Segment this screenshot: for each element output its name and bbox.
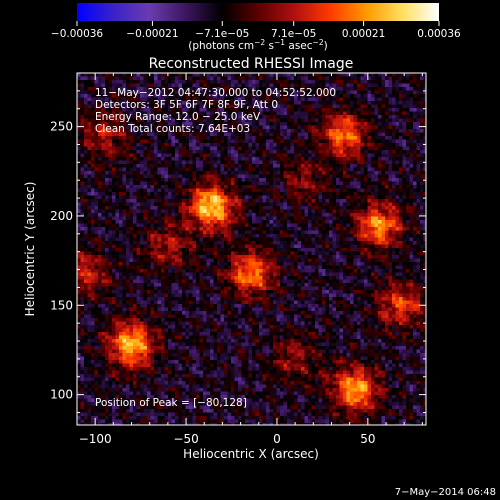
colorbar-tick-label: 7.1e−05 <box>271 28 316 40</box>
plot-frame <box>76 72 427 426</box>
colorbar-tick-label: −7.1e−05 <box>195 28 249 40</box>
chart-title: Reconstructed RHESSI Image <box>149 56 354 72</box>
colorbar-tick-label: −0.00021 <box>126 28 178 40</box>
colorbar <box>77 3 439 21</box>
colorbar-unit-label: (photons cm−2 s−1 asec−2) <box>188 38 327 52</box>
x-tick-label: −50 <box>173 432 198 446</box>
colorbar-ticks: −0.00036 −0.00021 −7.1e−05 7.1e−05 0.00021 0.… <box>51 21 461 40</box>
info-detectors: Detectors: 3F 5F 6F 7F 8F 9F, Att 0 <box>95 99 278 111</box>
x-axis-label: Heliocentric X (arcsec) <box>183 447 319 461</box>
x-tick-label: −100 <box>79 432 112 446</box>
colorbar-tick-label: 0.00036 <box>417 28 461 40</box>
colorbar-tick-label: 0.00021 <box>342 28 385 40</box>
axis-ticks: −100 −50 0 50 100 150 200 250 <box>50 73 426 446</box>
y-tick-label: 250 <box>50 120 73 134</box>
render-date: 7−May−2014 06:48 <box>395 487 496 498</box>
observation-info: 11−May−2012 04:47:30.000 to 04:52:52.000… <box>95 87 336 135</box>
y-tick-label: 200 <box>50 209 73 223</box>
y-tick-label: 150 <box>50 298 73 312</box>
y-tick-label: 100 <box>50 388 73 402</box>
info-energy-range: Energy Range: 12.0 − 25.0 keV <box>95 111 261 123</box>
info-clean-counts: Clean Total counts: 7.64E+03 <box>95 123 250 135</box>
colorbar-tick-label: −0.00036 <box>51 28 104 40</box>
heatmap-image <box>77 73 426 425</box>
y-axis-label: Heliocentric Y (arcsec) <box>23 182 37 317</box>
info-time-range: 11−May−2012 04:47:30.000 to 04:52:52.000 <box>95 87 336 99</box>
peak-position-label: Position of Peak = [−80,128] <box>95 397 247 409</box>
x-tick-label: 0 <box>273 432 281 446</box>
x-tick-label: 50 <box>360 432 375 446</box>
